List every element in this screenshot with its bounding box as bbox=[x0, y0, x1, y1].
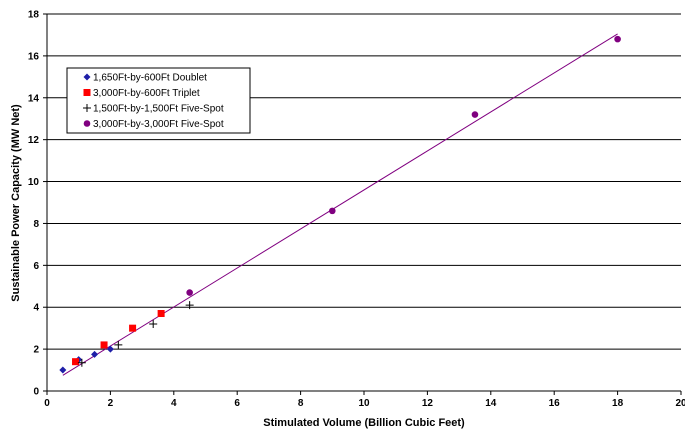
y-tick-label: 0 bbox=[33, 387, 39, 398]
y-tick-labels: 0 2 4 6 8 10 12 14 16 18 bbox=[28, 10, 40, 398]
legend-marker-diamond bbox=[83, 73, 91, 81]
y-tick-label: 4 bbox=[33, 303, 39, 314]
x-tick-label: 0 bbox=[44, 398, 50, 409]
grid-lines bbox=[47, 13, 681, 350]
x-tick-label: 18 bbox=[612, 398, 624, 409]
x-tick-label: 14 bbox=[485, 398, 497, 409]
x-tick-label: 10 bbox=[358, 398, 370, 409]
legend-box bbox=[66, 67, 251, 134]
y-tick-label: 6 bbox=[33, 261, 39, 272]
x-tick-label: 8 bbox=[298, 398, 304, 409]
x-tick-label: 2 bbox=[108, 398, 114, 409]
y-tick-label: 18 bbox=[28, 10, 40, 21]
legend: 1,650Ft-by-600Ft Doublet 3,000Ft-by-600Ft… bbox=[66, 67, 251, 134]
data-point-circle bbox=[471, 111, 479, 118]
legend-label: 1,500Ft-by-1,500Ft Five-Spot bbox=[93, 104, 224, 115]
y-tick-label: 16 bbox=[28, 51, 40, 62]
x-tick-label: 16 bbox=[549, 398, 561, 409]
data-point-diamond bbox=[91, 350, 99, 358]
data-point-circle bbox=[614, 35, 621, 43]
y-tick-label: 2 bbox=[33, 345, 39, 356]
data-point-diamond bbox=[106, 345, 114, 353]
trendline-segment bbox=[62, 33, 618, 376]
data-point-plus bbox=[185, 301, 194, 310]
tick-marks bbox=[43, 13, 682, 395]
data-points bbox=[59, 35, 621, 374]
data-point-plus bbox=[77, 358, 86, 367]
data-point-square bbox=[129, 324, 137, 332]
data-point-plus bbox=[149, 319, 158, 328]
legend-label: 3,000Ft-by-3,000Ft Five-Spot bbox=[93, 119, 224, 130]
legend-marker-plus bbox=[83, 104, 91, 112]
x-tick-label: 12 bbox=[422, 398, 434, 409]
trendline bbox=[62, 33, 618, 376]
data-point-circle bbox=[329, 207, 336, 215]
data-point-square bbox=[100, 341, 108, 349]
y-tick-label: 10 bbox=[28, 177, 40, 188]
data-point-plus bbox=[114, 340, 123, 349]
x-tick-label: 4 bbox=[171, 398, 177, 409]
x-axis-title: Stimulated Volume (Billion Cubic Feet) bbox=[263, 417, 465, 429]
legend-label: 3,000Ft-by-600Ft Triplet bbox=[93, 88, 200, 99]
data-point-diamond bbox=[59, 366, 67, 374]
legend-marker-square bbox=[83, 89, 91, 96]
data-point-square bbox=[157, 310, 165, 318]
y-axis-title: Sustainable Power Capacity (MW Net) bbox=[10, 104, 22, 302]
data-point-circle bbox=[186, 289, 193, 296]
legend-marker-circle bbox=[83, 120, 91, 127]
x-tick-labels: 0 2 4 6 8 10 12 14 16 18 20 bbox=[44, 398, 685, 409]
legend-label: 1,650Ft-by-600Ft Doublet bbox=[93, 73, 207, 84]
x-tick-label: 20 bbox=[675, 398, 685, 409]
x-tick-label: 6 bbox=[234, 398, 240, 409]
data-point-square bbox=[72, 358, 80, 366]
y-tick-label: 14 bbox=[28, 93, 40, 104]
y-tick-label: 12 bbox=[28, 135, 40, 146]
y-tick-label: 8 bbox=[33, 219, 39, 230]
